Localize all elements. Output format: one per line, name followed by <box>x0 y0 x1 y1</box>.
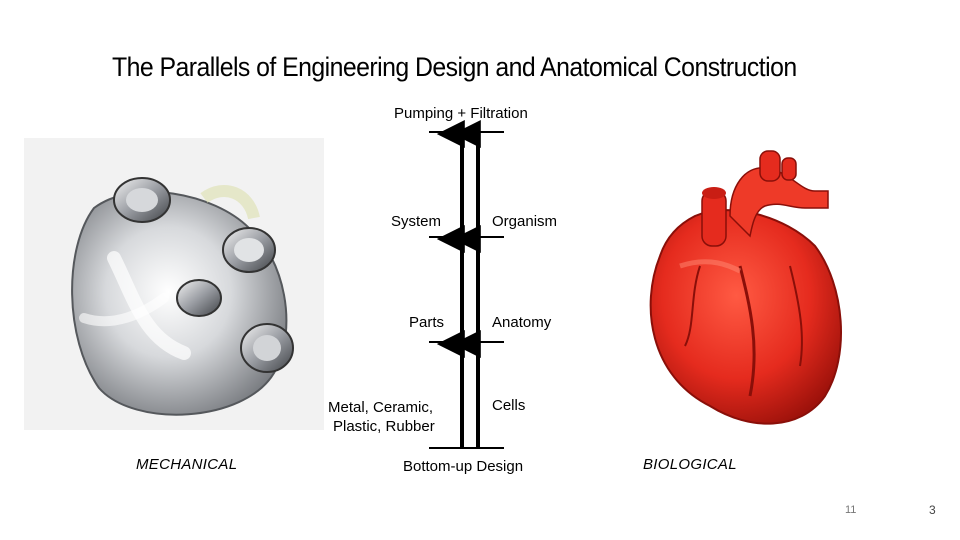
level-system-left: System <box>391 213 442 230</box>
top-label: Pumping + Filtration <box>394 105 528 122</box>
biological-heart-image <box>649 150 842 425</box>
level-materials-left-line1: Metal, Ceramic, <box>328 399 434 416</box>
caption-mechanical: MECHANICAL <box>136 456 238 473</box>
level-materials-right: Cells <box>492 397 526 414</box>
slide-title: The Parallels of Engineering Design and … <box>112 52 797 82</box>
page-number: 3 <box>929 503 936 517</box>
level-system-right: Organism <box>492 213 558 230</box>
slide-counter: 11 <box>845 504 857 516</box>
level-materials-left-line2: Plastic, Rubber <box>333 418 435 435</box>
caption-biological: BIOLOGICAL <box>643 456 737 473</box>
mechanical-heart-image <box>24 138 324 430</box>
level-parts-left: Parts <box>409 314 445 331</box>
level-parts-right: Anatomy <box>492 314 552 331</box>
bottom-label: Bottom-up Design <box>403 458 524 475</box>
